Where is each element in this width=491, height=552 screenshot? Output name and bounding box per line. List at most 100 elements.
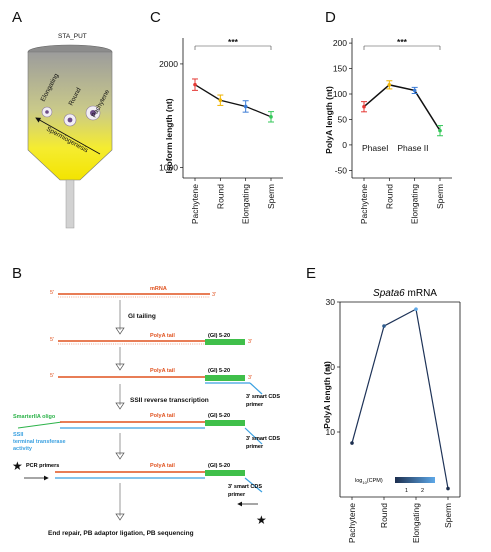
series-line	[351, 308, 449, 489]
significance-label: ***	[397, 37, 408, 47]
panel-letter-c: C	[150, 9, 161, 26]
x-tick-label-elongating: Elongating	[241, 184, 251, 224]
x-tick-label-round: Round	[384, 184, 394, 209]
step-gi-tailing: GI tailing	[128, 313, 156, 320]
phase-label-2: Phase II	[397, 143, 428, 153]
mrna-label: mRNA	[150, 286, 167, 292]
pcr-star-right: ★	[256, 513, 267, 527]
chart-c-ylabel: Isoform length (nt)	[164, 98, 174, 173]
cell-pachytene	[85, 105, 101, 121]
y-tick-label: 50	[338, 114, 348, 124]
phase-label-1: PhaseI	[362, 143, 388, 153]
cpm-legend-label: log10(CPM)	[355, 478, 383, 485]
primer-label-1b: primer	[246, 402, 264, 408]
y-tick-label: 30	[326, 297, 336, 307]
significance-label: ***	[228, 37, 239, 47]
cell-round	[63, 113, 77, 127]
ssii-label-2: terminal transferase	[13, 439, 66, 445]
smarter-oligo-label: SmarterIIA oligo	[13, 414, 56, 420]
x-tick-label-round: Round	[215, 184, 225, 209]
chart-e-title: Spata6 mRNA	[373, 288, 437, 299]
data-point	[382, 324, 386, 328]
mrna-row: 5' mRNA 3'	[50, 286, 216, 298]
cpm-tick-2: 2	[421, 488, 424, 494]
svg-text:3': 3'	[248, 375, 252, 381]
chart-e-plot: 10 20 30 Pachytene Round Elongating Sperm	[326, 297, 461, 543]
svg-text:3': 3'	[248, 339, 252, 345]
panel-a: A STA_PUT Elongating Round Pachytene Spe…	[12, 9, 113, 229]
ssii-label-1: SSII	[13, 432, 24, 438]
panel-c: C Isoform length (nt) 1000 2000 Pachytene R…	[150, 9, 283, 224]
y-tick-label: -50	[335, 165, 348, 175]
five-prime-1: 5'	[50, 290, 54, 296]
primer-label-1a: 3' smart CDS	[246, 394, 280, 400]
data-point	[350, 441, 354, 445]
rt-row: SmarterIIA oligo PolyA tail (GI) 5-20 SS…	[13, 413, 280, 452]
panel-letter-e: E	[306, 265, 316, 282]
svg-text:(GI) 5-20: (GI) 5-20	[208, 413, 230, 419]
data-point	[193, 82, 197, 87]
panel-d: D PolyA length (nt) -50 0 50 100 150 200 Pachy…	[324, 9, 452, 224]
panel-letter-b: B	[12, 265, 22, 282]
data-point	[362, 104, 366, 109]
series-line	[194, 84, 272, 118]
x-tick-label-sperm: Sperm	[266, 184, 276, 209]
polya-row-1: 5' PolyA tail (GI) 5-20 3'	[50, 333, 252, 345]
panel-b: B 5' mRNA 3' GI tailing 5' PolyA tail (G…	[12, 265, 280, 537]
three-prime-1: 3'	[212, 292, 216, 298]
chart-e-ylabel: PolyA length (nt)	[322, 361, 332, 429]
panel-letter-a: A	[12, 9, 22, 26]
gi-label-1: (GI) 5-20	[208, 333, 230, 339]
polya-tail-label-1: PolyA tail	[150, 333, 175, 339]
svg-text:5': 5'	[50, 373, 54, 379]
y-tick-label: 0	[342, 140, 347, 150]
data-point	[269, 115, 273, 119]
chart-c-plot: 1000 2000 Pachytene Round Elongating Sperm ***	[159, 37, 283, 224]
pcr-primers-label: PCR primers	[26, 463, 59, 469]
cpm-gradient	[395, 477, 435, 483]
spermiogenesis-arrow	[35, 117, 101, 155]
chart-d-plot: -50 0 50 100 150 200 Pachytene Round Elongating S…	[333, 37, 452, 224]
svg-text:3' smart CDS: 3' smart CDS	[228, 484, 262, 490]
svg-text:3' smart CDS: 3' smart CDS	[246, 436, 280, 442]
y-tick-label: 20	[326, 362, 336, 372]
cell-elongating	[41, 106, 53, 118]
y-tick-label: 100	[333, 89, 347, 99]
chart-d-ylabel: PolyA length (nt)	[324, 86, 334, 154]
data-point	[414, 307, 418, 311]
svg-text:5': 5'	[50, 337, 54, 343]
data-point	[438, 128, 442, 133]
data-point	[243, 104, 248, 109]
data-point	[387, 83, 392, 87]
x-tick-label-sperm: Sperm	[435, 184, 445, 209]
cpm-legend: log10(CPM) 1 2	[355, 477, 435, 494]
y-tick-label: 150	[333, 64, 347, 74]
svg-text:PolyA tail: PolyA tail	[150, 463, 175, 469]
x-tick-label-elongating: Elongating	[411, 503, 421, 543]
data-point	[446, 486, 450, 491]
ssii-label-3: activity	[13, 446, 33, 452]
svg-text:primer: primer	[228, 492, 246, 498]
pcr-row: ★ PCR primers PolyA tail (GI) 5-20 3' sm…	[12, 459, 267, 527]
pcr-star-left: ★	[12, 459, 23, 473]
svg-text:PolyA tail: PolyA tail	[150, 368, 175, 374]
tube-label: STA_PUT	[58, 33, 87, 40]
y-tick-label: 1000	[159, 163, 178, 173]
svg-text:primer: primer	[246, 444, 264, 450]
x-tick-label-pachytene: Pachytene	[359, 184, 369, 224]
x-tick-label-round: Round	[379, 503, 389, 528]
final-step: End repair, PB adaptor ligation, PB sequ…	[48, 530, 194, 537]
series-line	[363, 84, 441, 132]
x-tick-label-sperm: Sperm	[443, 503, 453, 528]
panel-e: E Spata6 mRNA PolyA length (nt) 10 20 30 Pa…	[306, 265, 461, 543]
x-tick-label-elongating: Elongating	[410, 184, 420, 224]
svg-text:PolyA tail: PolyA tail	[150, 413, 175, 419]
polya-row-2: 5' PolyA tail (GI) 5-20 3'	[50, 368, 263, 395]
y-tick-label: 2000	[159, 59, 178, 69]
data-point	[218, 98, 223, 103]
y-tick-label: 200	[333, 38, 347, 48]
x-tick-label-pachytene: Pachytene	[190, 184, 200, 224]
panel-letter-d: D	[325, 9, 336, 26]
svg-text:(GI) 5-20: (GI) 5-20	[208, 463, 230, 469]
